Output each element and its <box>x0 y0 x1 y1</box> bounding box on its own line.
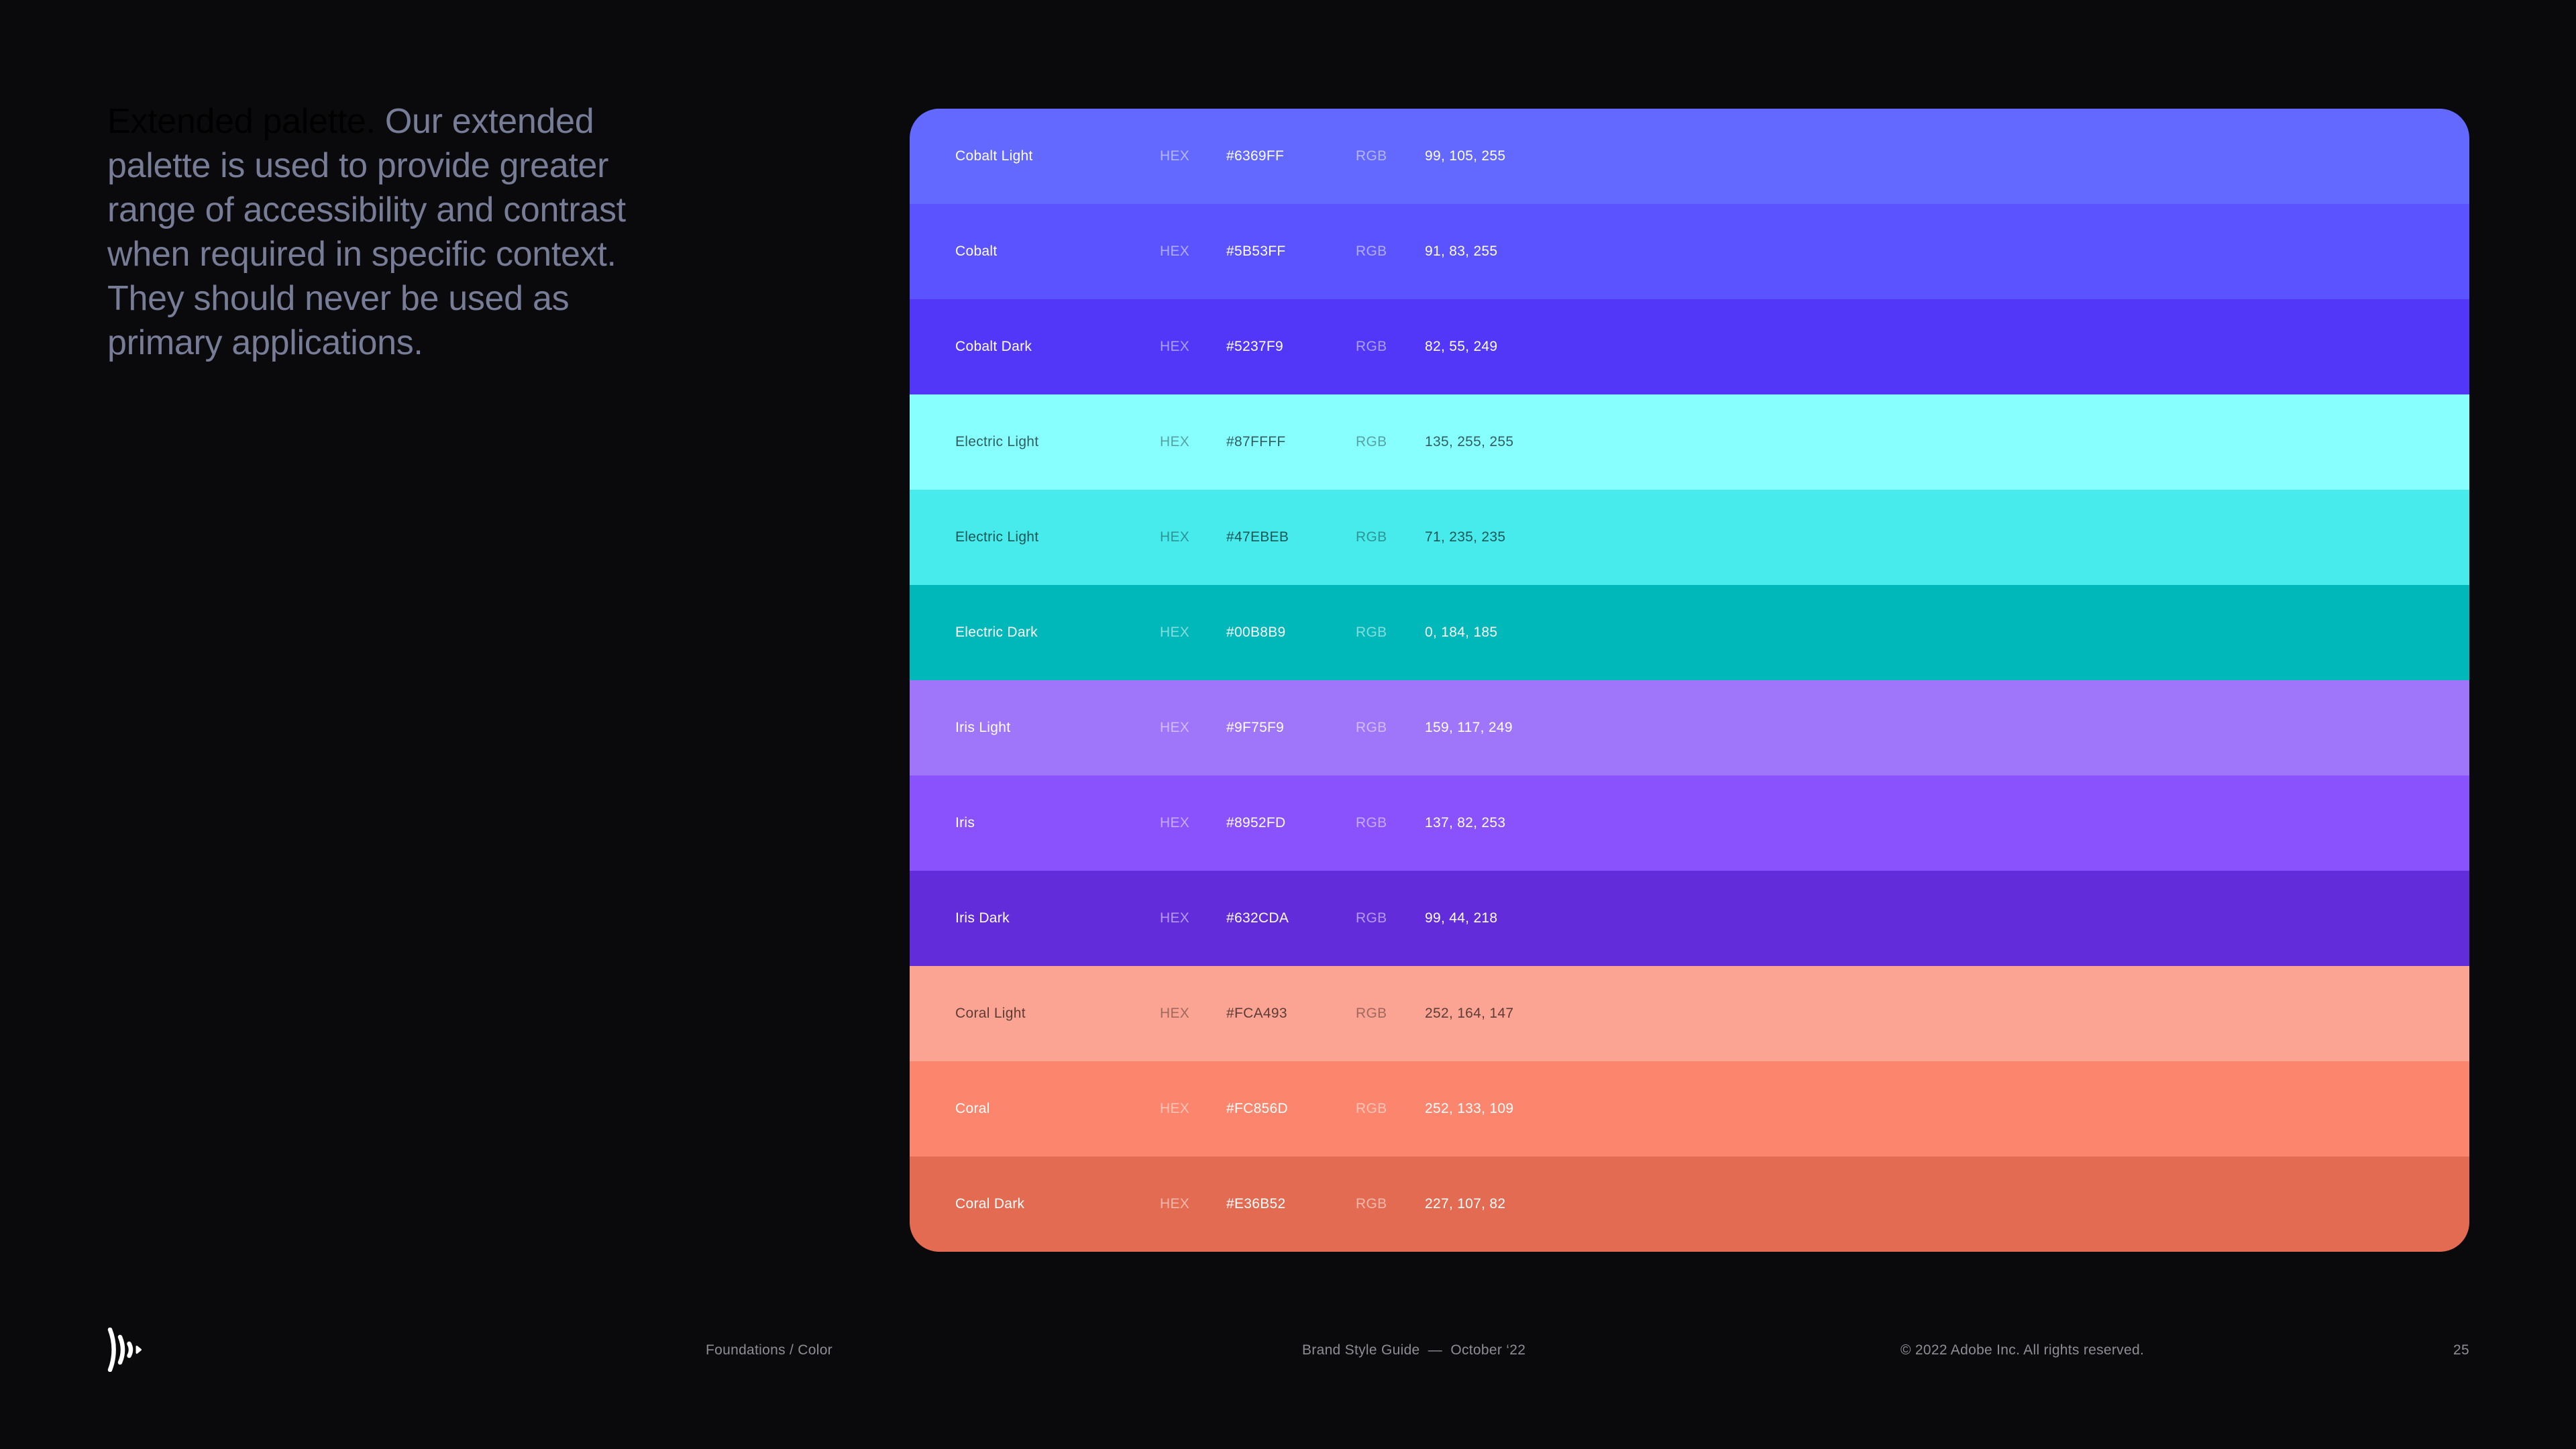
hex-value: #FC856D <box>1226 1101 1288 1116</box>
hex-label: HEX <box>1160 815 1190 830</box>
hex-label: HEX <box>1160 720 1190 735</box>
rgb-label: RGB <box>1356 910 1387 926</box>
hex-value: #6369FF <box>1226 148 1285 164</box>
hex-value: #5B53FF <box>1226 244 1286 259</box>
rgb-label: RGB <box>1356 815 1387 830</box>
hex-value: #47EBEB <box>1226 529 1289 545</box>
rgb-value: 252, 164, 147 <box>1425 1006 1514 1021</box>
hex-label: HEX <box>1160 529 1190 545</box>
hex-label: HEX <box>1160 625 1190 640</box>
rgb-value: 91, 83, 255 <box>1425 244 1498 259</box>
hex-value: #9F75F9 <box>1226 720 1285 735</box>
palette-row: Coral Dark HEX #E36B52 RGB 227, 107, 82 <box>910 1157 2469 1252</box>
rgb-label: RGB <box>1356 529 1387 545</box>
color-name: Cobalt Dark <box>955 339 1032 354</box>
palette-row: Cobalt HEX #5B53FF RGB 91, 83, 255 <box>910 204 2469 299</box>
palette-row: Iris HEX #8952FD RGB 137, 82, 253 <box>910 775 2469 871</box>
palette-row: Electric Light HEX #47EBEB RGB 71, 235, … <box>910 490 2469 585</box>
hex-label: HEX <box>1160 339 1190 354</box>
hex-value: #5237F9 <box>1226 339 1284 354</box>
intro-heading: Extended palette. <box>107 102 385 141</box>
rgb-value: 99, 44, 218 <box>1425 910 1498 926</box>
hex-label: HEX <box>1160 434 1190 449</box>
palette-row: Iris Dark HEX #632CDA RGB 99, 44, 218 <box>910 871 2469 966</box>
doc-title: Brand Style Guide — October ‘22 <box>1302 1342 1526 1358</box>
rgb-value: 135, 255, 255 <box>1425 434 1514 449</box>
hex-label: HEX <box>1160 148 1190 164</box>
hex-label: HEX <box>1160 910 1190 926</box>
hex-value: #87FFFF <box>1226 434 1286 449</box>
rgb-value: 159, 117, 249 <box>1425 720 1513 735</box>
palette-row: Iris Light HEX #9F75F9 RGB 159, 117, 249 <box>910 680 2469 775</box>
hex-label: HEX <box>1160 244 1190 259</box>
rgb-value: 0, 184, 185 <box>1425 625 1498 640</box>
color-name: Cobalt <box>955 244 998 259</box>
hex-value: #632CDA <box>1226 910 1289 926</box>
rgb-label: RGB <box>1356 339 1387 354</box>
color-name: Coral Light <box>955 1006 1026 1021</box>
hex-label: HEX <box>1160 1006 1190 1021</box>
color-name: Iris Dark <box>955 910 1010 926</box>
hex-value: #8952FD <box>1226 815 1286 830</box>
rgb-label: RGB <box>1356 244 1387 259</box>
palette-row: Cobalt Light HEX #6369FF RGB 99, 105, 25… <box>910 109 2469 204</box>
color-name: Iris Light <box>955 720 1011 735</box>
breadcrumb: Foundations / Color <box>706 1342 833 1358</box>
copyright-text: © 2022 Adobe Inc. All rights reserved. <box>1900 1342 2145 1358</box>
palette-row: Electric Dark HEX #00B8B9 RGB 0, 184, 18… <box>910 585 2469 680</box>
hex-value: #FCA493 <box>1226 1006 1287 1021</box>
color-name: Cobalt Light <box>955 148 1033 164</box>
hex-label: HEX <box>1160 1196 1190 1212</box>
rgb-value: 82, 55, 249 <box>1425 339 1498 354</box>
color-name: Electric Light <box>955 529 1039 545</box>
rgb-value: 99, 105, 255 <box>1425 148 1506 164</box>
hex-label: HEX <box>1160 1101 1190 1116</box>
palette-row: Electric Light HEX #87FFFF RGB 135, 255,… <box>910 394 2469 490</box>
intro-body: Our extended palette is used to provide … <box>107 102 626 362</box>
color-name: Electric Dark <box>955 625 1038 640</box>
rgb-value: 227, 107, 82 <box>1425 1196 1506 1212</box>
color-name: Coral Dark <box>955 1196 1025 1212</box>
hex-value: #E36B52 <box>1226 1196 1286 1212</box>
rgb-value: 252, 133, 109 <box>1425 1101 1514 1116</box>
color-name: Electric Light <box>955 434 1039 449</box>
rgb-label: RGB <box>1356 148 1387 164</box>
rgb-label: RGB <box>1356 625 1387 640</box>
rgb-label: RGB <box>1356 434 1387 449</box>
intro-text: Extended palette. Our extended palette i… <box>107 99 664 365</box>
palette-row: Coral HEX #FC856D RGB 252, 133, 109 <box>910 1061 2469 1157</box>
rgb-value: 137, 82, 253 <box>1425 815 1506 830</box>
color-name: Iris <box>955 815 975 830</box>
hex-value: #00B8B9 <box>1226 625 1286 640</box>
rgb-label: RGB <box>1356 1196 1387 1212</box>
palette-row: Coral Light HEX #FCA493 RGB 252, 164, 14… <box>910 966 2469 1061</box>
palette-row: Cobalt Dark HEX #5237F9 RGB 82, 55, 249 <box>910 299 2469 394</box>
color-name: Coral <box>955 1101 990 1116</box>
rgb-label: RGB <box>1356 1006 1387 1021</box>
rgb-label: RGB <box>1356 720 1387 735</box>
sound-wave-logo-icon <box>105 1327 144 1373</box>
palette-card: Cobalt Light HEX #6369FF RGB 99, 105, 25… <box>910 109 2469 1252</box>
rgb-value: 71, 235, 235 <box>1425 529 1506 545</box>
rgb-label: RGB <box>1356 1101 1387 1116</box>
page-number: 25 <box>2453 1342 2469 1358</box>
